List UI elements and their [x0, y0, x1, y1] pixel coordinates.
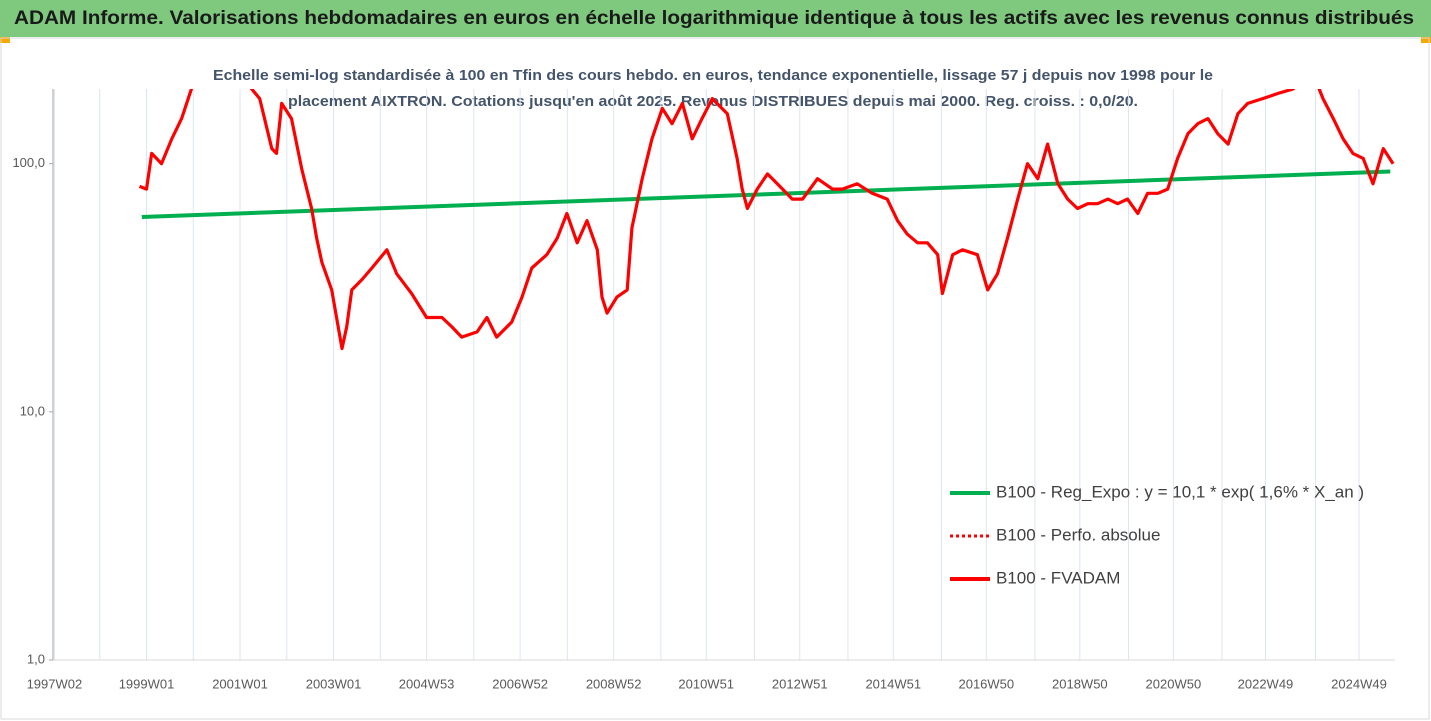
plot-area — [138, 89, 1395, 351]
data-line — [141, 169, 1391, 219]
x-tick-label: 2004W53 — [399, 676, 455, 691]
x-tick-label: 2020W50 — [1146, 676, 1202, 691]
x-tick-label: 1997W02 — [27, 676, 83, 691]
x-tick-label: 2006W52 — [492, 676, 548, 691]
x-tick-label: 2016W50 — [958, 676, 1014, 691]
legend-label: B100 - Reg_Expo : y = 10,1 * exp( 1,6% *… — [996, 482, 1364, 501]
x-tick-label: 2003W01 — [306, 676, 362, 691]
chart-border — [0, 37, 1430, 720]
x-tick-label: 2008W52 — [586, 676, 642, 691]
corner — [0, 37, 10, 43]
x-tick-label: 2024W49 — [1331, 676, 1387, 691]
y-tick-label: 10,0 — [20, 403, 45, 418]
x-tick-label: 2014W51 — [865, 676, 921, 691]
x-tick-label: 2022W49 — [1238, 676, 1294, 691]
data-line — [138, 89, 1395, 351]
x-tick-label: 2001W01 — [212, 676, 268, 691]
x-tick-label: 2010W51 — [678, 676, 734, 691]
x-tick-label: 2018W50 — [1052, 676, 1108, 691]
x-tick-label: 2012W51 — [772, 676, 828, 691]
legend-label: B100 - FVADAM — [996, 568, 1120, 587]
y-tick-label: 100,0 — [12, 155, 45, 170]
chart-subtitle: Echelle semi-log standardisée à 100 en T… — [213, 67, 1213, 84]
chart-title: ADAM Informe. Valorisations hebdomadaire… — [14, 8, 1414, 29]
title-bar — [0, 0, 1431, 37]
x-tick-label: 1999W01 — [119, 676, 175, 691]
corner — [1421, 37, 1431, 43]
legend-label: B100 - Perfo. absolue — [996, 525, 1160, 544]
y-tick-label: 1,0 — [27, 651, 45, 666]
